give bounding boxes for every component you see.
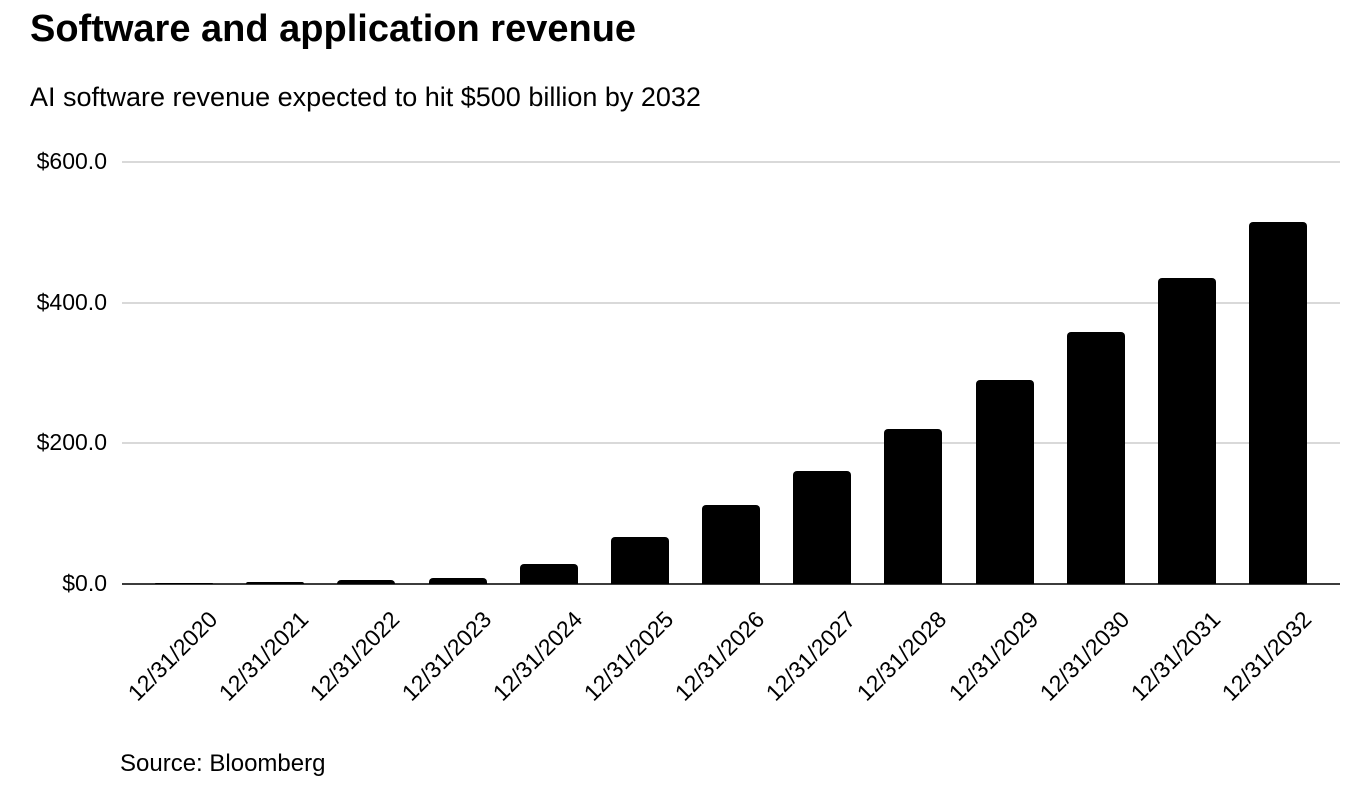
y-tick-label-600: $600.0 bbox=[36, 148, 107, 174]
x-tick-label-2032: 12/31/2032 bbox=[1216, 606, 1317, 706]
bar-2023 bbox=[429, 578, 487, 584]
chart-title: Software and application revenue bbox=[30, 8, 637, 50]
x-tick-label-2024: 12/31/2024 bbox=[487, 606, 588, 706]
gridline-200 bbox=[122, 442, 1340, 445]
x-axis-baseline bbox=[122, 583, 1340, 585]
bar-2024 bbox=[520, 564, 578, 584]
bar-2029 bbox=[976, 380, 1034, 584]
x-tick-label-2030: 12/31/2030 bbox=[1034, 606, 1135, 706]
y-tick-label-200: $200.0 bbox=[36, 429, 107, 456]
bar-2020 bbox=[155, 583, 213, 584]
bar-2027 bbox=[793, 471, 851, 584]
bar-2028 bbox=[884, 429, 942, 584]
chart-subtitle: AI software revenue expected to hit $500… bbox=[30, 82, 701, 112]
gridline-400 bbox=[122, 301, 1340, 304]
x-tick-label-2027: 12/31/2027 bbox=[760, 606, 861, 706]
gridline-600 bbox=[122, 161, 1340, 163]
y-tick-label-0: $0.0 bbox=[62, 570, 107, 596]
bar-2026 bbox=[702, 505, 760, 584]
bar-2032 bbox=[1249, 222, 1307, 584]
bar-2025 bbox=[611, 537, 669, 584]
x-tick-label-2026: 12/31/2026 bbox=[669, 606, 770, 706]
x-tick-label-2029: 12/31/2029 bbox=[943, 606, 1044, 706]
bar-2031 bbox=[1158, 278, 1216, 584]
bar-2021 bbox=[246, 582, 304, 584]
x-tick-label-2028: 12/31/2028 bbox=[851, 606, 952, 706]
x-tick-label-2031: 12/31/2031 bbox=[1125, 606, 1226, 706]
x-tick-label-2025: 12/31/2025 bbox=[578, 606, 679, 706]
bar-2022 bbox=[337, 580, 395, 584]
source-note: Source: Bloomberg bbox=[120, 750, 326, 777]
bar-2030 bbox=[1067, 332, 1125, 584]
x-tick-label-2023: 12/31/2023 bbox=[396, 606, 497, 706]
y-tick-label-400: $400.0 bbox=[36, 288, 107, 315]
